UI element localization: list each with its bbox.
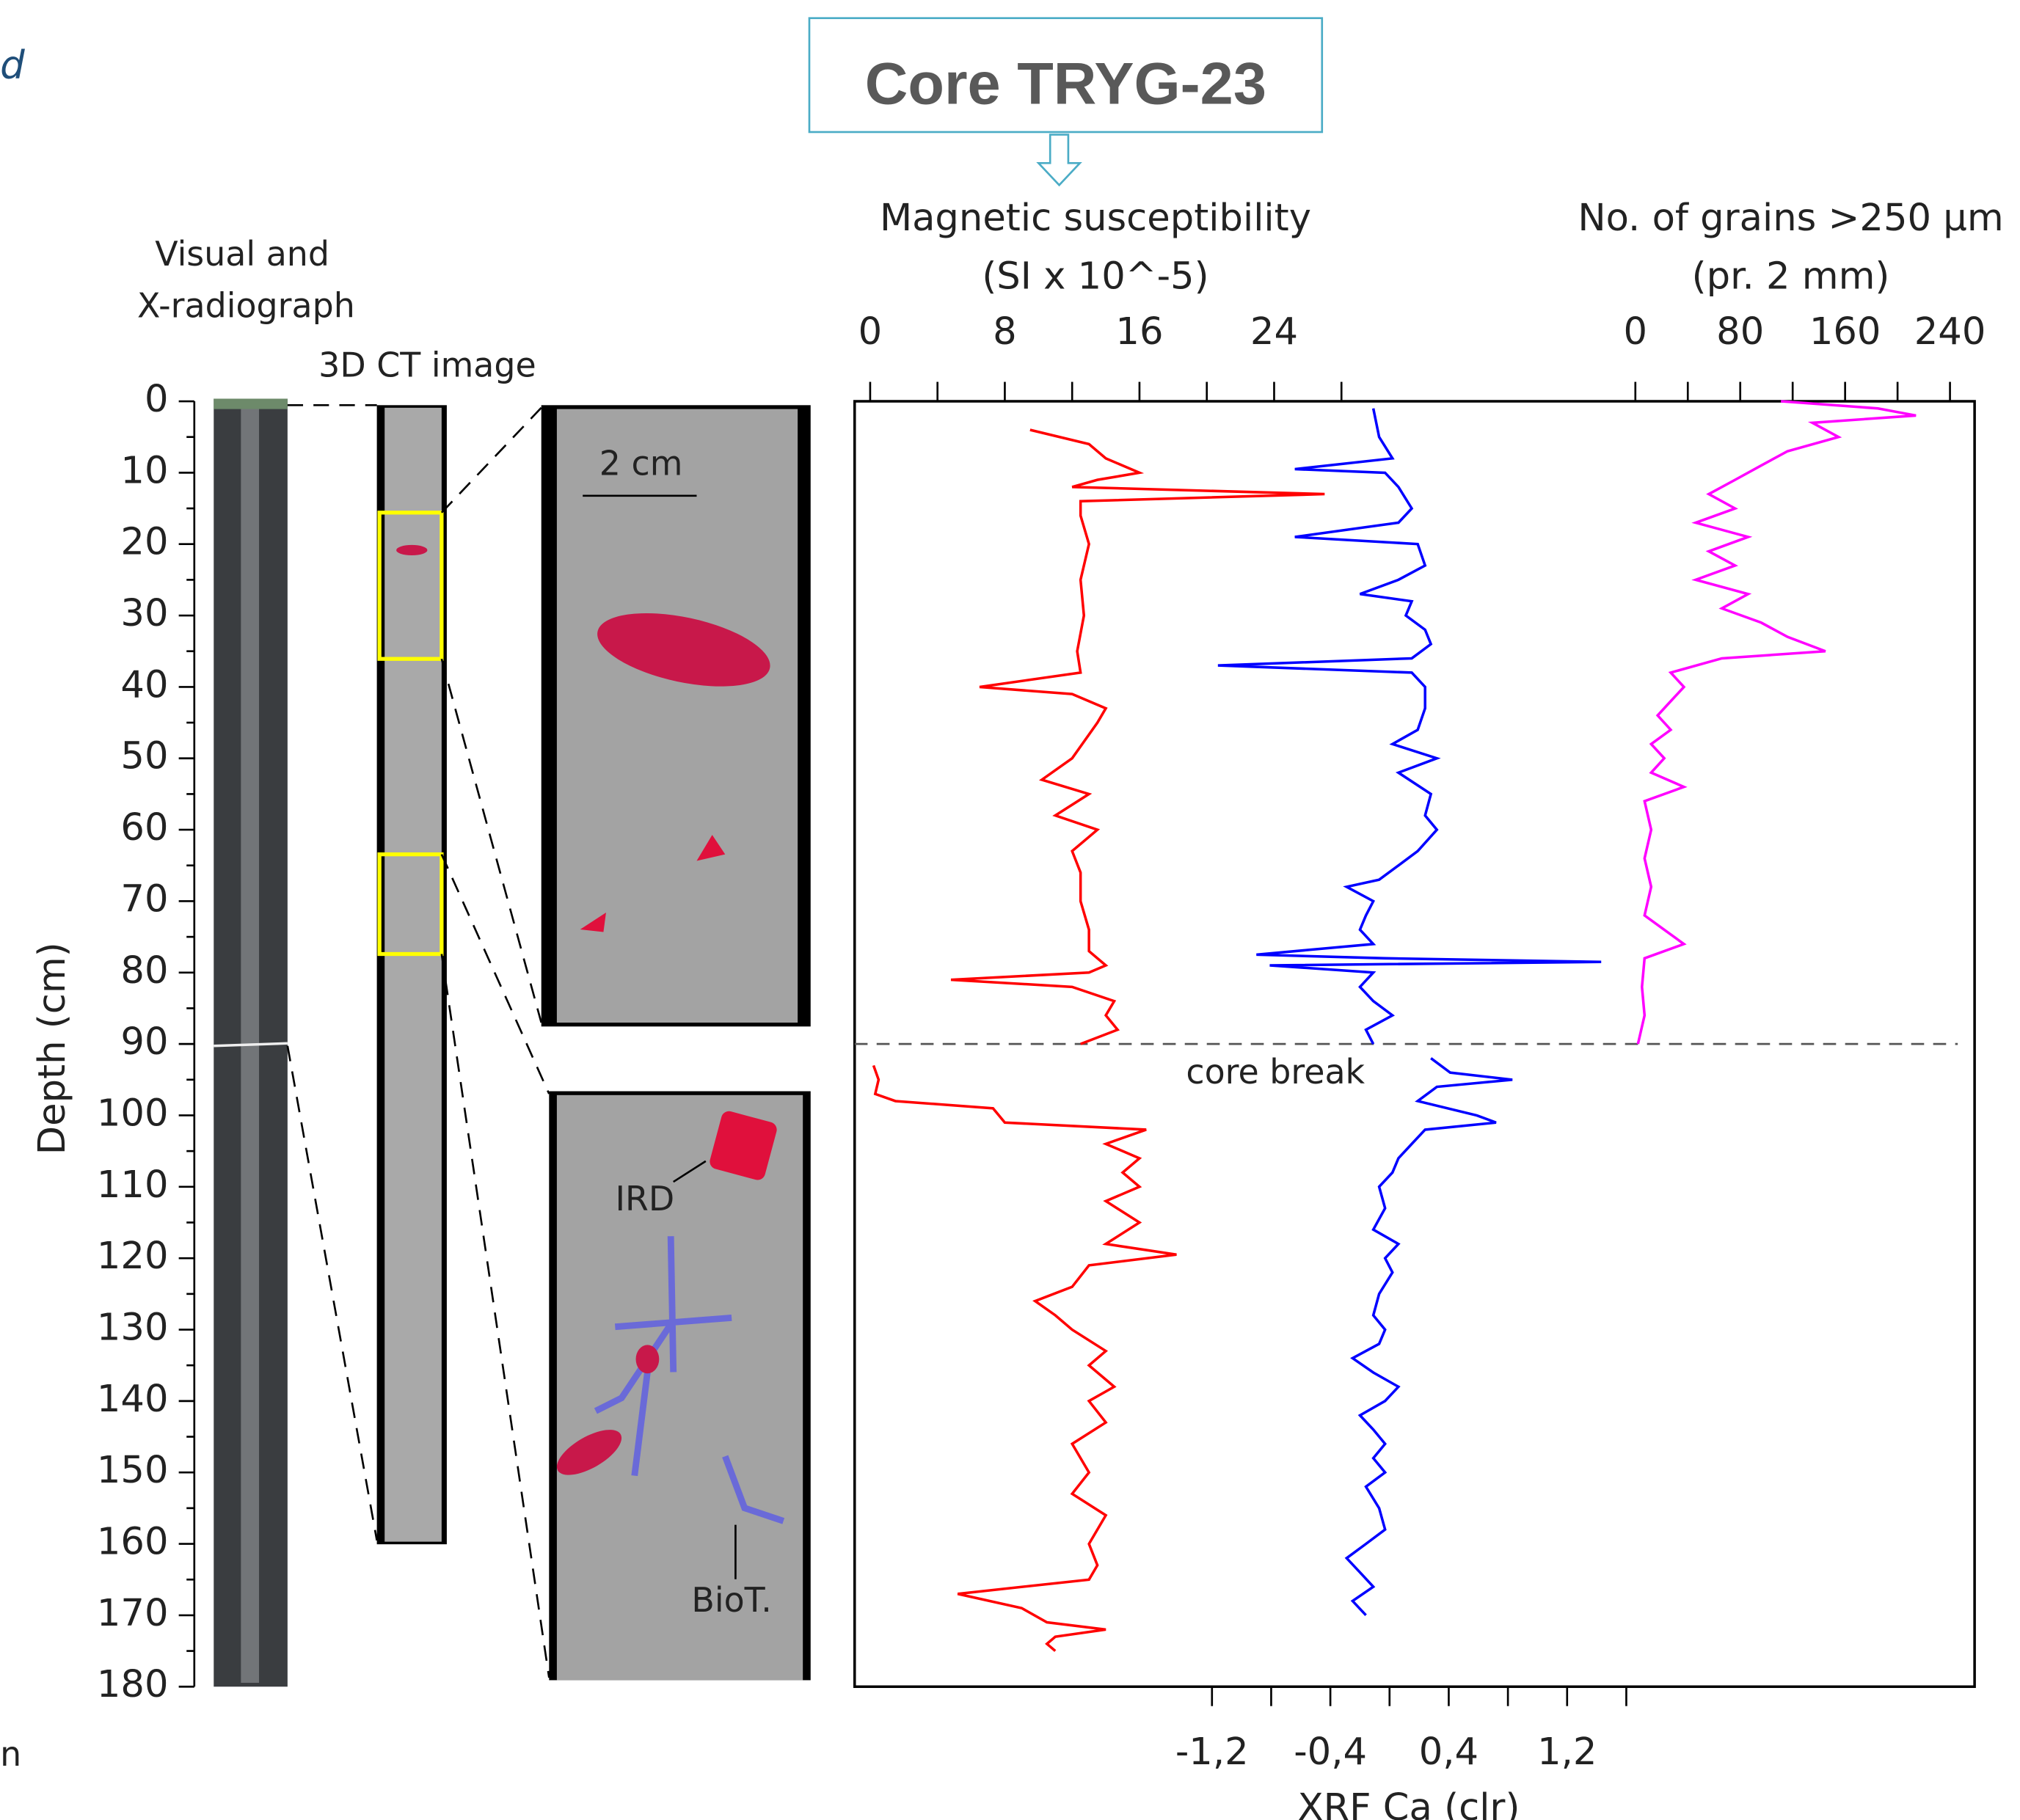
panel-label: X-radiograph	[137, 285, 355, 325]
y-tick-label: 40	[120, 663, 168, 706]
y-tick-label: 50	[120, 735, 168, 778]
fragment-label: n	[0, 1734, 21, 1774]
y-tick-label: 140	[97, 1378, 169, 1421]
x-tick-label: 24	[1250, 310, 1298, 354]
title-box	[808, 17, 1324, 134]
y-tick-label: 60	[120, 806, 168, 849]
annotation: IRD	[616, 1179, 675, 1218]
x-tick-label: 0,4	[1419, 1731, 1478, 1774]
y-tick-label: 90	[120, 1020, 168, 1064]
scale-label: 2 cm	[599, 444, 683, 483]
y-tick-label: 70	[120, 877, 168, 921]
y-tick-label: 160	[97, 1521, 169, 1564]
y-axis-label: Depth (cm)	[31, 942, 74, 1155]
label-arrow	[672, 1160, 707, 1183]
core-image	[214, 398, 288, 409]
chart-title: Core TRYG-23	[865, 51, 1266, 117]
ct-image	[384, 407, 442, 1542]
x-axis-label: XRF Ca (clr)	[1298, 1786, 1520, 1820]
x-axis-label: (SI x 10^-5)	[982, 255, 1208, 298]
panel-label: 3D CT image	[318, 346, 536, 385]
x-tick-label: 1,2	[1537, 1731, 1597, 1774]
y-tick-label: 0	[145, 378, 169, 421]
arrow	[1036, 134, 1082, 187]
x-tick-label: 160	[1809, 310, 1881, 354]
x-axis-label: Magnetic susceptibility	[880, 197, 1311, 240]
core-image	[214, 1042, 288, 1048]
y-tick-label: 170	[97, 1592, 169, 1635]
zoom-image	[556, 1094, 803, 1681]
zoom-image	[597, 613, 770, 687]
zoom-image	[696, 835, 726, 861]
highlight-box	[377, 852, 444, 957]
zoom-image	[580, 913, 606, 932]
panel-label: Visual and	[155, 234, 329, 274]
x-tick-label: 8	[993, 310, 1017, 354]
y-tick-label: 10	[120, 449, 168, 492]
y-tick-label: 110	[97, 1163, 169, 1207]
data-line	[1217, 408, 1602, 1617]
fragment-label: d	[0, 43, 25, 87]
y-tick-label: 100	[97, 1092, 169, 1135]
x-tick-label: 240	[1914, 310, 1986, 354]
annotation: BioT.	[691, 1580, 771, 1620]
y-tick-label: 120	[97, 1235, 169, 1278]
y-tick-label: 130	[97, 1306, 169, 1350]
zoom-image	[710, 1111, 777, 1180]
x-tick-label: -0,4	[1294, 1731, 1367, 1774]
y-tick-label: 180	[97, 1663, 169, 1706]
zoom-image	[594, 1236, 785, 1524]
x-axis-label: No. of grains >250 µm	[1578, 197, 2003, 240]
data-line	[872, 428, 1325, 1652]
y-tick-label: 80	[120, 949, 168, 993]
x-axis-label: (pr. 2 mm)	[1692, 255, 1890, 298]
y-tick-label: 20	[120, 521, 168, 564]
x-tick-label: 0	[1624, 310, 1648, 354]
highlight-box	[377, 511, 444, 661]
zoom-image	[556, 1430, 622, 1475]
connector	[286, 403, 550, 1678]
y-tick-label: 30	[120, 592, 168, 635]
annotation: core break	[1186, 1052, 1365, 1092]
data-line	[1636, 400, 1917, 1045]
x-tick-label: 16	[1115, 310, 1163, 354]
zoom-image	[635, 1345, 660, 1374]
x-tick-label: 80	[1716, 310, 1764, 354]
ct-image	[396, 544, 428, 556]
x-tick-label: -1,2	[1175, 1731, 1249, 1774]
x-tick-label: 0	[858, 310, 883, 354]
y-tick-label: 150	[97, 1449, 169, 1492]
